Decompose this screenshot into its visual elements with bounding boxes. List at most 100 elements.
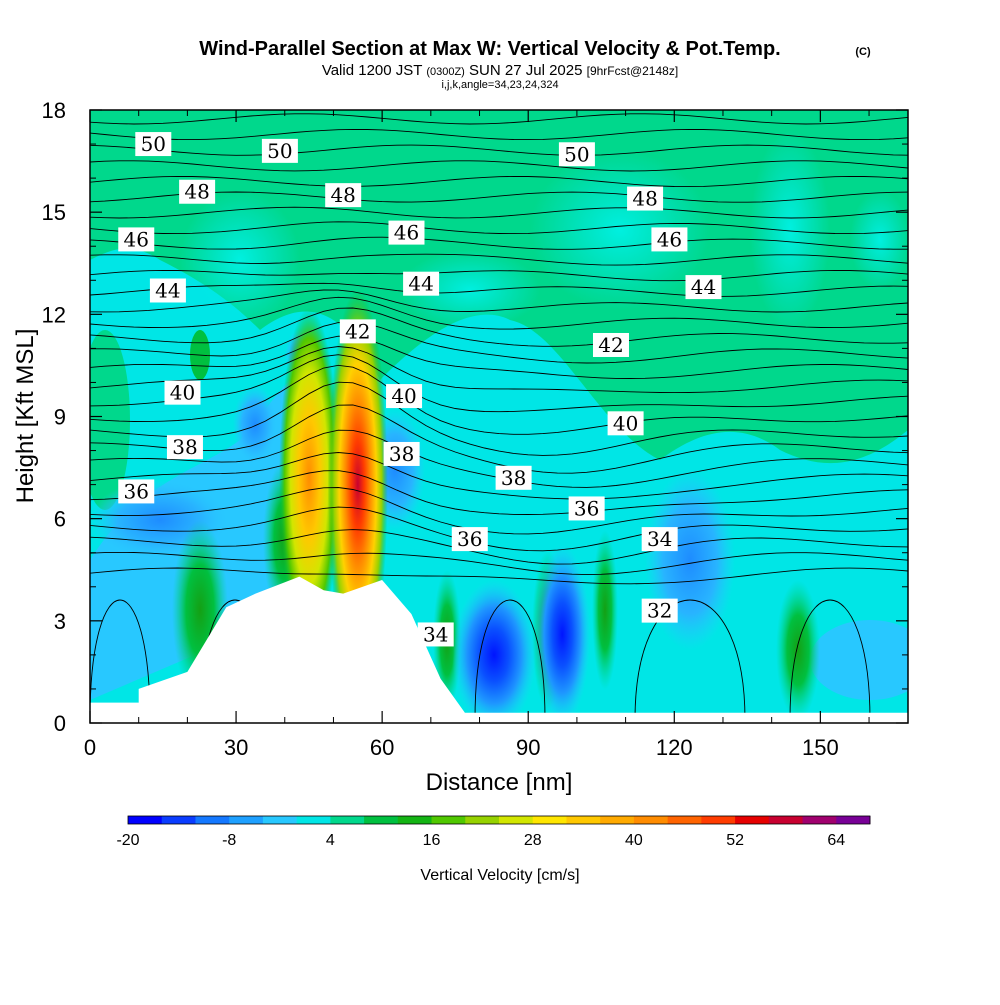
theta-contour-line	[90, 487, 908, 535]
green-column	[776, 580, 820, 720]
chart-title: Wind-Parallel Section at Max W: Vertical…	[199, 38, 780, 60]
svg-text:46: 46	[124, 227, 149, 251]
theta-contour-line	[90, 307, 908, 347]
svg-text:36: 36	[574, 496, 599, 520]
theta-contour-line	[90, 404, 908, 474]
potential-temperature-contours	[90, 113, 908, 721]
downdraft-core	[534, 544, 591, 723]
y-tick-label: 0	[54, 711, 66, 736]
svg-text:50: 50	[141, 132, 166, 156]
colorbar-swatch	[836, 816, 871, 824]
svg-text:38: 38	[389, 442, 414, 466]
colorbar-swatch	[667, 816, 702, 824]
colorbar-tick-label: -20	[116, 832, 139, 849]
theta-contour-label: 38	[383, 441, 420, 466]
theta-contour-label: 34	[641, 527, 678, 552]
theta-contour-label: 44	[685, 275, 722, 300]
colorbar-swatch	[262, 816, 298, 824]
colorbar-swatch	[161, 816, 196, 824]
theta-contour-line	[90, 599, 151, 721]
theta-contour-label: 42	[339, 319, 376, 344]
colorbar-swatch	[600, 816, 635, 824]
theta-contour-line	[90, 221, 908, 235]
svg-text:48: 48	[184, 180, 209, 204]
y-tick-label: 9	[54, 405, 66, 430]
theta-contour-line	[90, 354, 908, 413]
theta-contour-line	[90, 567, 908, 585]
theta-contour-line	[90, 206, 908, 219]
updraft-core	[279, 307, 340, 648]
terrain	[90, 576, 908, 723]
colorbar-swatch	[465, 816, 500, 824]
svg-text:44: 44	[408, 272, 433, 296]
theta-contour-label: 50	[135, 132, 172, 157]
theta-contour-label: 46	[651, 227, 688, 252]
colorbar-tick-label: 40	[625, 832, 643, 849]
vertical-velocity-field	[90, 110, 908, 723]
theta-contour-label: 36	[568, 496, 605, 521]
theta-contour-line	[90, 364, 908, 435]
svg-text:48: 48	[330, 183, 355, 207]
svg-text:50: 50	[564, 142, 589, 166]
y-tick-label: 12	[42, 302, 66, 327]
y-tick-label: 15	[42, 200, 66, 225]
theta-contour-line	[90, 113, 908, 125]
blue-patch	[233, 385, 277, 465]
x-axis: 0 30 60 90 120 150	[84, 110, 870, 760]
theta-contour-line	[474, 599, 546, 721]
green-column	[592, 530, 618, 690]
cyan-patch	[180, 190, 300, 330]
colorbar-frame	[127, 815, 871, 825]
svg-text:34: 34	[423, 622, 448, 646]
svg-text:38: 38	[172, 435, 197, 459]
colorbar-swatch	[397, 816, 433, 824]
svg-text:46: 46	[394, 221, 419, 245]
blue-patch	[810, 620, 908, 700]
colorbar-tick-label: 64	[827, 832, 845, 849]
theta-contour-line	[634, 599, 746, 721]
y-axis: 0 36 9 12 15 18	[42, 98, 908, 736]
colorbar-swatch	[229, 816, 264, 824]
colorbar-tick-label: 28	[524, 832, 542, 849]
colorbar-swatch	[330, 816, 365, 824]
theta-contour-label: 40	[607, 411, 644, 436]
colorbar-label: Vertical Velocity [cm/s]	[420, 867, 579, 884]
svg-text:40: 40	[613, 411, 638, 435]
theta-contour-label: 44	[149, 278, 186, 303]
y-axis-label: Height [Kft MSL]	[12, 329, 39, 504]
colorbar-tick-label: 52	[726, 832, 744, 849]
colorbar: -20 -8 4 16 28 40 52 64	[116, 815, 871, 849]
theta-contour-label: 46	[118, 227, 155, 252]
theta-contour-label: 40	[164, 380, 201, 405]
svg-text:50: 50	[267, 139, 292, 163]
theta-contour-label: 42	[592, 332, 629, 357]
svg-text:40: 40	[170, 381, 195, 405]
colorbar-swatch	[701, 816, 736, 824]
theta-contour-line	[90, 381, 908, 456]
theta-contour-label: 50	[558, 142, 595, 167]
y-tick-label: 18	[42, 98, 66, 123]
svg-text:46: 46	[657, 227, 682, 251]
theta-contour-line	[90, 289, 908, 313]
colorbar-swatch	[566, 816, 601, 824]
svg-text:44: 44	[691, 275, 716, 299]
theta-contour-label: 48	[325, 183, 362, 208]
blue-patch	[645, 470, 735, 650]
theta-contour-line	[90, 144, 908, 156]
theta-contour-line	[90, 128, 908, 141]
colorbar-swatch	[364, 816, 399, 824]
theta-contour-label: 38	[495, 465, 532, 490]
forecast-info: [9hrFcst@2148z]	[587, 64, 679, 78]
theta-contour-line	[90, 296, 908, 330]
theta-contour-line	[90, 321, 908, 364]
theta-contour-line	[90, 335, 908, 379]
theta-contour-line	[789, 599, 871, 721]
theta-contour-line	[90, 160, 908, 172]
theta-contour-line	[90, 175, 908, 188]
theta-contour-line	[90, 470, 908, 515]
x-tick-label: 0	[84, 735, 96, 760]
theta-contour-line	[90, 269, 908, 282]
theta-contour-line	[90, 346, 908, 394]
